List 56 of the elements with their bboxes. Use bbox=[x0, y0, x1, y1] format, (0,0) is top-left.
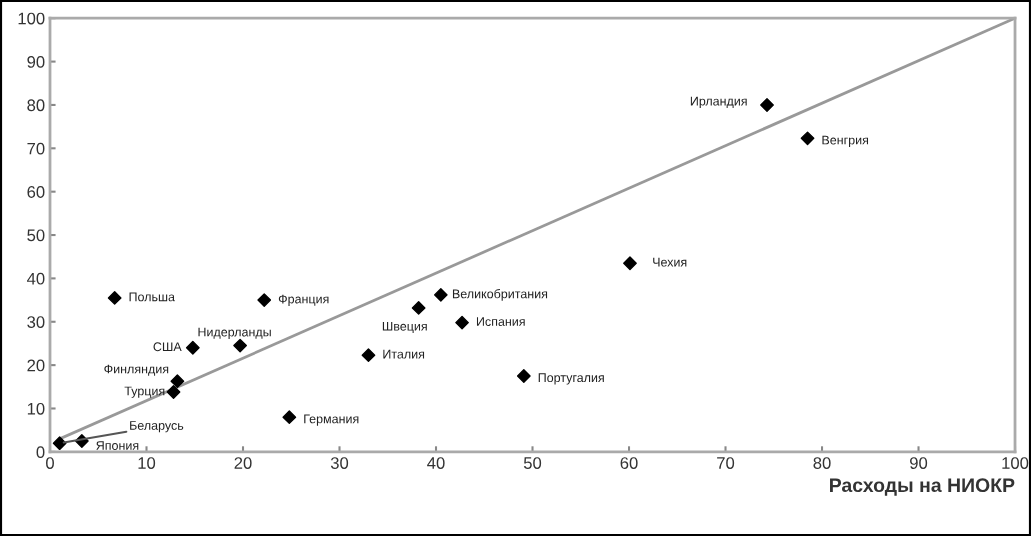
point bbox=[166, 385, 181, 399]
y-tick-label: 40 bbox=[26, 272, 45, 285]
x-tick-label: 40 bbox=[427, 457, 445, 469]
annotation: Франция bbox=[278, 294, 329, 306]
x-tick-label: 30 bbox=[330, 457, 349, 469]
y-tick-label: 100 bbox=[18, 12, 45, 25]
y-tick-label: 70 bbox=[27, 142, 45, 155]
annotation: Италия bbox=[383, 349, 425, 359]
point bbox=[516, 369, 531, 383]
point bbox=[800, 131, 815, 146]
point bbox=[760, 98, 774, 112]
annotation: Нидерланды bbox=[198, 327, 271, 339]
annotation: Беларусь bbox=[130, 421, 184, 433]
x-tick-label: 20 bbox=[234, 457, 252, 469]
y-tick-label: 20 bbox=[27, 359, 45, 372]
x-tick-label: 100 bbox=[1002, 457, 1029, 469]
point bbox=[411, 300, 426, 315]
annotation: Великобритания bbox=[452, 289, 548, 301]
annotation: Германия bbox=[304, 414, 359, 426]
y-tick-label: 90 bbox=[27, 55, 45, 68]
point bbox=[257, 293, 272, 307]
point bbox=[170, 374, 185, 389]
y-tick-label: 60 bbox=[27, 186, 45, 198]
y-tick-label: 10 bbox=[27, 402, 45, 415]
point bbox=[233, 338, 248, 353]
x-tick-label: 60 bbox=[620, 457, 638, 469]
x-tick-label: 70 bbox=[717, 457, 735, 469]
y-tick-label: 30 bbox=[27, 316, 45, 328]
annotation: Чехия bbox=[653, 257, 687, 267]
annotation: Швеция bbox=[382, 321, 427, 334]
annotation: Венгрия bbox=[822, 135, 869, 147]
x-tick-label: 50 bbox=[523, 457, 542, 469]
x-tick-label: 90 bbox=[910, 457, 928, 469]
annotation: Ирландия bbox=[690, 96, 747, 108]
point bbox=[107, 291, 122, 305]
annotation: Польша bbox=[129, 292, 175, 302]
annotation: Финляндия bbox=[104, 364, 169, 376]
point bbox=[455, 315, 469, 330]
point bbox=[433, 287, 448, 302]
y-tick-label: 0 bbox=[36, 446, 45, 459]
annotation: Турция bbox=[124, 386, 165, 398]
point bbox=[623, 256, 637, 271]
x-tick-label: 10 bbox=[138, 457, 156, 469]
x-tick-label: 80 bbox=[813, 457, 831, 469]
point bbox=[282, 410, 297, 425]
x-tick-label: 0 bbox=[46, 457, 54, 469]
annotation: Испания bbox=[476, 317, 525, 326]
point bbox=[185, 340, 200, 355]
point bbox=[52, 436, 67, 451]
annotation: США bbox=[153, 342, 182, 352]
y-tick-label: 80 bbox=[27, 99, 45, 112]
point bbox=[361, 348, 376, 363]
y-tick-label: 50 bbox=[27, 229, 45, 242]
annotation: Япония bbox=[96, 441, 139, 450]
annotation: Португалия bbox=[538, 373, 604, 385]
x-axis-title: Расходы на НИОКР bbox=[830, 478, 1015, 496]
